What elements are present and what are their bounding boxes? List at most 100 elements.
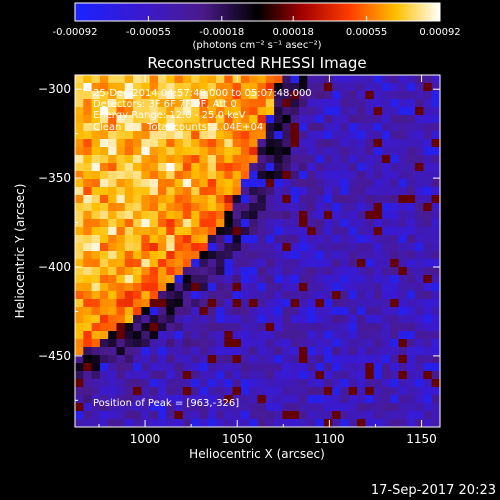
heatmap-cell [381,323,391,332]
heatmap-cell [307,139,316,148]
heatmap-cell [182,395,192,404]
heatmap-cell [390,411,399,420]
heatmap-cell [357,307,366,316]
heatmap-cell [141,291,151,300]
heatmap-cell [116,107,126,116]
heatmap-cell [191,259,200,268]
heatmap-cell [365,323,375,332]
heatmap-cell [348,235,358,244]
heatmap-cell [133,75,142,84]
heatmap-cell [99,91,109,100]
heatmap-cell [224,267,234,276]
heatmap-cell [99,267,109,276]
heatmap-cell [133,347,142,356]
heatmap-cell [182,283,192,292]
heatmap-cell [75,411,84,420]
heatmap-cell [216,299,225,308]
heatmap-cell [348,107,358,116]
heatmap-cell [381,147,391,156]
heatmap-cell [91,91,101,100]
heatmap-cell [365,307,375,316]
heatmap-cell [431,107,441,116]
heatmap-cell [257,187,267,196]
heatmap-cell [357,275,366,284]
heatmap-cell [290,107,300,116]
heatmap-cell [232,187,242,196]
heatmap-cell [390,251,399,260]
heatmap-cell [174,243,184,252]
heatmap-cell [157,83,167,92]
heatmap-cell [141,187,151,196]
heatmap-cell [141,83,151,92]
heatmap-cell [282,235,292,244]
heatmap-cell [274,339,283,348]
heatmap-cell [108,395,117,404]
heatmap-cell [157,155,167,164]
heatmap-cell [83,139,92,148]
heatmap-cell [315,267,325,276]
heatmap-cell [116,395,126,404]
heatmap-cell [332,139,341,148]
heatmap-cell [249,147,258,156]
heatmap-cell [373,347,383,356]
heatmap-cell [373,355,383,364]
heatmap-cell [166,275,175,284]
heatmap-cell [199,267,209,276]
heatmap-cell [240,243,250,252]
heatmap-cell [166,331,175,340]
heatmap-cell [108,299,117,308]
heatmap-cell [174,83,184,92]
heatmap-cell [149,115,159,124]
heatmap-cell [141,363,151,372]
heatmap-cell [274,115,283,124]
heatmap-cell [124,107,134,116]
heatmap-cell [83,251,92,260]
heatmap-cell [157,267,167,276]
heatmap-cell [332,291,341,300]
heatmap-cell [265,131,275,140]
heatmap-cell [282,283,292,292]
heatmap-cell [108,363,117,372]
heatmap-cell [191,419,200,428]
heatmap-cell [340,91,350,100]
heatmap-cell [390,355,399,364]
heatmap-cell [290,235,300,244]
heatmap-cell [315,187,325,196]
heatmap-cell [298,395,308,404]
heatmap-cell [257,235,267,244]
heatmap-cell [133,219,142,228]
heatmap-cell [99,275,109,284]
heatmap-cell [307,107,316,116]
heatmap-cell [191,387,200,396]
heatmap-cell [257,355,267,364]
heatmap-cell [91,283,101,292]
heatmap-cell [157,339,167,348]
heatmap-cell [431,203,441,212]
heatmap-cell [149,371,159,380]
heatmap-cell [108,371,117,380]
heatmap-cell [83,331,92,340]
heatmap-cell [365,411,375,420]
heatmap-cell [207,155,217,164]
heatmap-cell [315,235,325,244]
heatmap-cell [141,99,151,108]
heatmap-cell [406,195,416,204]
heatmap-cell [365,155,375,164]
heatmap-cell [390,267,399,276]
heatmap-cell [240,339,250,348]
heatmap-cell [406,203,416,212]
heatmap-cell [124,283,134,292]
heatmap-cell [423,339,433,348]
heatmap-cell [124,347,134,356]
heatmap-cell [108,339,117,348]
heatmap-cell [157,403,167,412]
heatmap-cell [83,155,92,164]
heatmap-cell [207,115,217,124]
heatmap-cell [390,275,399,284]
heatmap-cell [99,411,109,420]
heatmap-cell [290,355,300,364]
heatmap-cell [207,123,217,132]
heatmap-cell [307,259,316,268]
heatmap-cell [249,315,258,324]
heatmap-cell [290,347,300,356]
